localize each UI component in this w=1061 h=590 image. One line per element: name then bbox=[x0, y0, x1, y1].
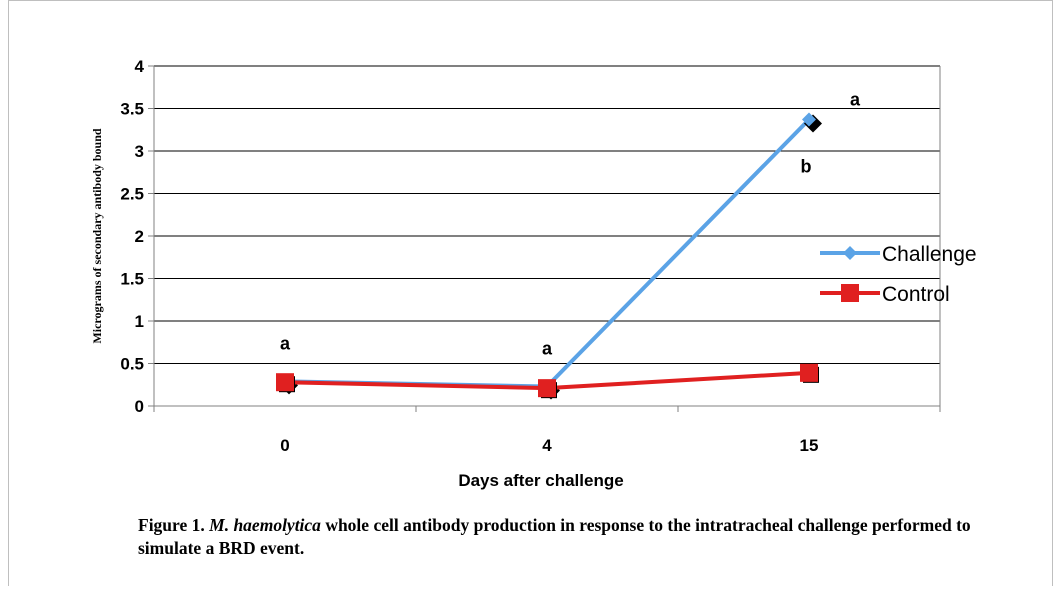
caption-species: M. haemolytica bbox=[209, 515, 321, 535]
x-tick-label: 0 bbox=[280, 436, 289, 455]
legend-label: Challenge bbox=[882, 243, 977, 266]
x-tick-label: 15 bbox=[800, 436, 819, 455]
caption-text: whole cell antibody production in respon… bbox=[138, 515, 971, 558]
data-point-challenge bbox=[802, 112, 816, 127]
figure-frame bbox=[8, 0, 1053, 586]
labels: 0 0.5 1 1.5 2 2.5 3 3.5 4 0 4 15 a a b a bbox=[120, 57, 861, 455]
annotation-letter: a bbox=[850, 90, 861, 110]
y-tick-label: 3.5 bbox=[120, 100, 144, 119]
gridlines bbox=[154, 65, 940, 364]
y-tick-label: 1 bbox=[135, 312, 144, 331]
y-tick-label: 2 bbox=[135, 227, 144, 246]
line-chart: 0 0.5 1 1.5 2 2.5 3 3.5 4 0 4 15 a a b a Challenge Contr… bbox=[90, 57, 977, 490]
data-point-control bbox=[800, 363, 818, 382]
y-tick-label: 3 bbox=[135, 142, 144, 161]
legend: Challenge Control bbox=[820, 243, 977, 306]
axes bbox=[148, 65, 941, 412]
data-point-control bbox=[538, 379, 556, 398]
series bbox=[276, 112, 822, 400]
legend-marker bbox=[843, 246, 857, 260]
y-tick-label: 1.5 bbox=[120, 270, 144, 289]
x-axis-title: Days after challenge bbox=[458, 471, 623, 490]
y-axis-title: Micrograms of secondary antibody bound bbox=[90, 128, 104, 343]
y-tick-label: 0.5 bbox=[120, 355, 144, 374]
annotation-letter: a bbox=[542, 338, 553, 358]
y-tick-label: 4 bbox=[135, 57, 145, 76]
y-tick-label: 2.5 bbox=[120, 185, 144, 204]
legend-label: Control bbox=[882, 283, 950, 306]
legend-marker bbox=[841, 284, 859, 302]
figure-caption: Figure 1. M. haemolytica whole cell anti… bbox=[138, 514, 1038, 560]
caption-label: Figure 1. bbox=[138, 515, 205, 535]
data-point-control bbox=[276, 373, 294, 392]
annotation-letter: b bbox=[801, 157, 812, 177]
x-tick-label: 4 bbox=[542, 436, 552, 455]
annotation-letter: a bbox=[280, 333, 291, 353]
y-tick-label: 0 bbox=[135, 397, 144, 416]
